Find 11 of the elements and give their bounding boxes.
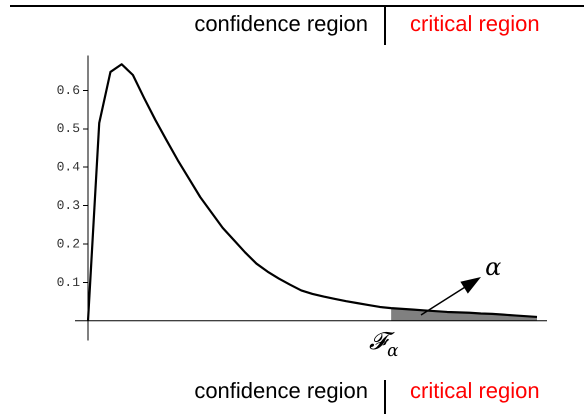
- text: critical region: [410, 11, 540, 37]
- y-tick-label: 0.2: [56, 236, 80, 252]
- y-tick-label: 0.1: [56, 274, 80, 290]
- y-tick-label: 0.4: [56, 160, 80, 175]
- text: confidence region: [194, 11, 368, 37]
- y-tick-label: 0.6: [56, 82, 80, 98]
- y-tick-label: 0.5: [56, 121, 80, 136]
- text: critical region: [410, 378, 540, 404]
- y-tick-label: 0.3: [56, 198, 80, 214]
- text: confidence region: [194, 378, 368, 404]
- annotation: α: [485, 252, 502, 281]
